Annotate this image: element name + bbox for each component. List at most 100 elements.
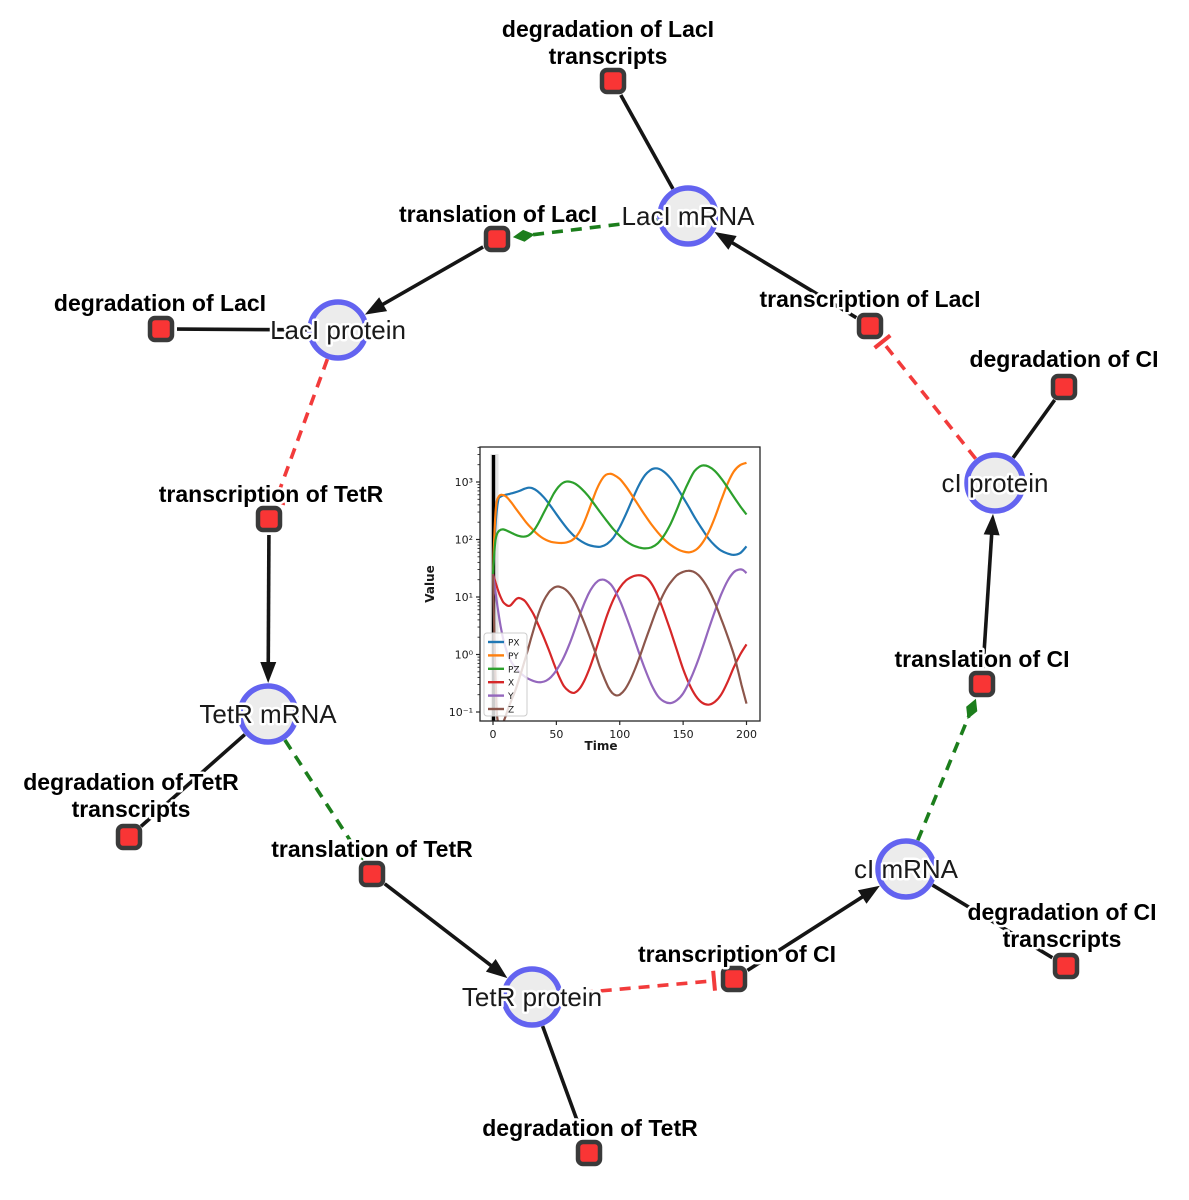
- y-tick-label: 10⁰: [455, 649, 474, 662]
- edge-laci-protein-transcription-tetr[interactable]: [265, 358, 330, 506]
- edge-ci-mrna-translation-ci[interactable]: [916, 698, 978, 842]
- reaction-node-transcription-laci[interactable]: [856, 312, 884, 340]
- edge-line: [139, 733, 246, 828]
- edge-line: [882, 342, 978, 460]
- edge-translation-ci-ci-protein[interactable]: [981, 513, 1000, 669]
- reaction-label-translation-ci: translation of CI: [894, 646, 1069, 672]
- x-tick-label: 50: [549, 728, 563, 741]
- legend-label-z: Z: [508, 706, 514, 716]
- edge-translation-tetr-tetr-protein[interactable]: [383, 882, 508, 979]
- edge-line: [981, 532, 994, 669]
- chart-legend: PX PY PZ XYZ: [483, 632, 528, 717]
- edge-line: [380, 245, 485, 307]
- arrowhead-icon: [260, 661, 277, 684]
- species-node-tetr-mrna[interactable]: [237, 683, 299, 745]
- reaction-node-deg-tetr[interactable]: [575, 1139, 603, 1167]
- series-line-z: [491, 569, 748, 721]
- inset-chart: 0 50 100 150 20010³10²10¹10⁰10⁻¹TimeValuePXP…: [423, 446, 761, 753]
- edge-transcription-tetr-tetr-mrna[interactable]: [260, 534, 277, 684]
- edge-line: [619, 94, 675, 190]
- reaction-label-deg-ci: degradation of CI: [969, 346, 1158, 372]
- edge-ci-mrna-deg-ci-tx[interactable]: [931, 883, 1054, 960]
- series-line-py: [491, 461, 747, 575]
- edge-deg-laci-tx-laci-mrna[interactable]: [619, 94, 675, 190]
- reaction-node-transcription-tetr[interactable]: [255, 505, 283, 533]
- edge-laci-mrna-translation-laci[interactable]: [512, 217, 658, 242]
- species-label-laci-protein: LacI protein: [270, 315, 406, 345]
- species-node-ci-mrna[interactable]: [875, 838, 937, 900]
- reaction-label-deg-laci-tx: degradation of LacI: [502, 16, 714, 42]
- legend-label-pz: PZ: [508, 665, 520, 675]
- reaction-label-deg-tetr-tx: transcripts: [72, 796, 191, 822]
- diamond-arrowhead-icon: [351, 842, 364, 861]
- arrowhead-icon: [485, 958, 508, 979]
- species-label-laci-mrna: LacI mRNA: [622, 201, 756, 231]
- edge-line: [176, 327, 308, 332]
- y-tick-label: 10³: [455, 476, 473, 489]
- edge-line: [266, 534, 271, 665]
- species-label-ci-protein: cI protein: [942, 468, 1049, 498]
- species-node-ci-protein[interactable]: [964, 452, 1026, 514]
- series-line-px: [491, 467, 748, 575]
- edge-line: [283, 739, 355, 847]
- y-tick-label: 10⁻¹: [449, 706, 473, 719]
- species-node-laci-protein[interactable]: [307, 299, 369, 361]
- chart-series: [491, 461, 748, 721]
- edge-transcription-ci-ci-mrna[interactable]: [746, 885, 880, 972]
- chart-x-axis-label: Time: [585, 739, 618, 753]
- edge-ci-protein-transcription-laci[interactable]: [873, 333, 978, 460]
- arrowhead-icon: [714, 232, 737, 250]
- edge-line: [1011, 398, 1057, 459]
- edge-line: [530, 217, 658, 237]
- tee-inhibitor-icon: [711, 970, 717, 991]
- edge-line: [540, 1025, 586, 1139]
- arrowhead-icon: [364, 297, 388, 315]
- edge-line: [746, 894, 865, 972]
- reaction-node-translation-tetr[interactable]: [358, 860, 386, 888]
- labels-layer: LacI mRNA LacI protein TetR mRNA TetR prote…: [21, 14, 1161, 1144]
- species-node-laci-mrna[interactable]: [657, 185, 719, 247]
- species-node-tetr-protein[interactable]: [501, 966, 563, 1028]
- reaction-label-deg-laci-tx: transcripts: [549, 43, 668, 69]
- chart-y-axis-label: Value: [423, 565, 437, 603]
- arrowhead-icon: [983, 513, 1000, 536]
- nodes-layer: [115, 67, 1080, 1167]
- tee-inhibitor-icon: [873, 333, 892, 350]
- legend-label-x: X: [508, 679, 514, 689]
- edge-tetr-protein-deg-tetr[interactable]: [540, 1025, 586, 1139]
- reaction-label-translation-tetr: translation of TetR: [271, 836, 473, 862]
- reaction-node-deg-ci[interactable]: [1050, 373, 1078, 401]
- edge-laci-protein-deg-laci[interactable]: [176, 327, 308, 332]
- edge-ci-protein-deg-ci[interactable]: [1011, 398, 1057, 459]
- reaction-node-translation-laci[interactable]: [483, 225, 511, 253]
- edge-tetr-protein-transcription-ci[interactable]: [562, 970, 717, 997]
- edge-tetr-mrna-translation-tetr[interactable]: [283, 739, 364, 861]
- reaction-node-deg-laci-tx[interactable]: [599, 67, 627, 95]
- edge-line: [383, 882, 494, 968]
- y-tick-label: 10²: [455, 534, 473, 547]
- reaction-node-transcription-ci[interactable]: [720, 965, 748, 993]
- edge-line: [916, 714, 971, 842]
- y-tick-label: 10¹: [455, 591, 473, 604]
- reaction-node-deg-laci[interactable]: [147, 315, 175, 343]
- edge-translation-laci-laci-protein[interactable]: [364, 245, 485, 315]
- arrowhead-icon: [857, 885, 880, 904]
- reaction-node-deg-ci-tx[interactable]: [1052, 952, 1080, 980]
- legend-label-px: PX: [508, 639, 520, 649]
- reaction-label-transcription-ci: transcription of CI: [638, 941, 836, 967]
- reaction-label-transcription-laci: transcription of LacI: [759, 286, 980, 312]
- reaction-node-translation-ci[interactable]: [968, 670, 996, 698]
- legend-box: [483, 632, 528, 717]
- legend-label-y: Y: [507, 692, 514, 702]
- edge-line: [729, 240, 858, 320]
- species-label-ci-mrna: cI mRNA: [854, 854, 959, 884]
- x-tick-label: 200: [736, 728, 757, 741]
- edge-tetr-mrna-deg-tetr-tx[interactable]: [139, 733, 246, 828]
- reaction-label-translation-laci: translation of LacI: [399, 201, 597, 227]
- reaction-label-deg-ci-tx: degradation of CI: [967, 899, 1156, 925]
- edge-transcription-laci-laci-mrna[interactable]: [714, 232, 858, 320]
- x-tick-label: 100: [609, 728, 630, 741]
- reaction-node-deg-tetr-tx[interactable]: [115, 823, 143, 851]
